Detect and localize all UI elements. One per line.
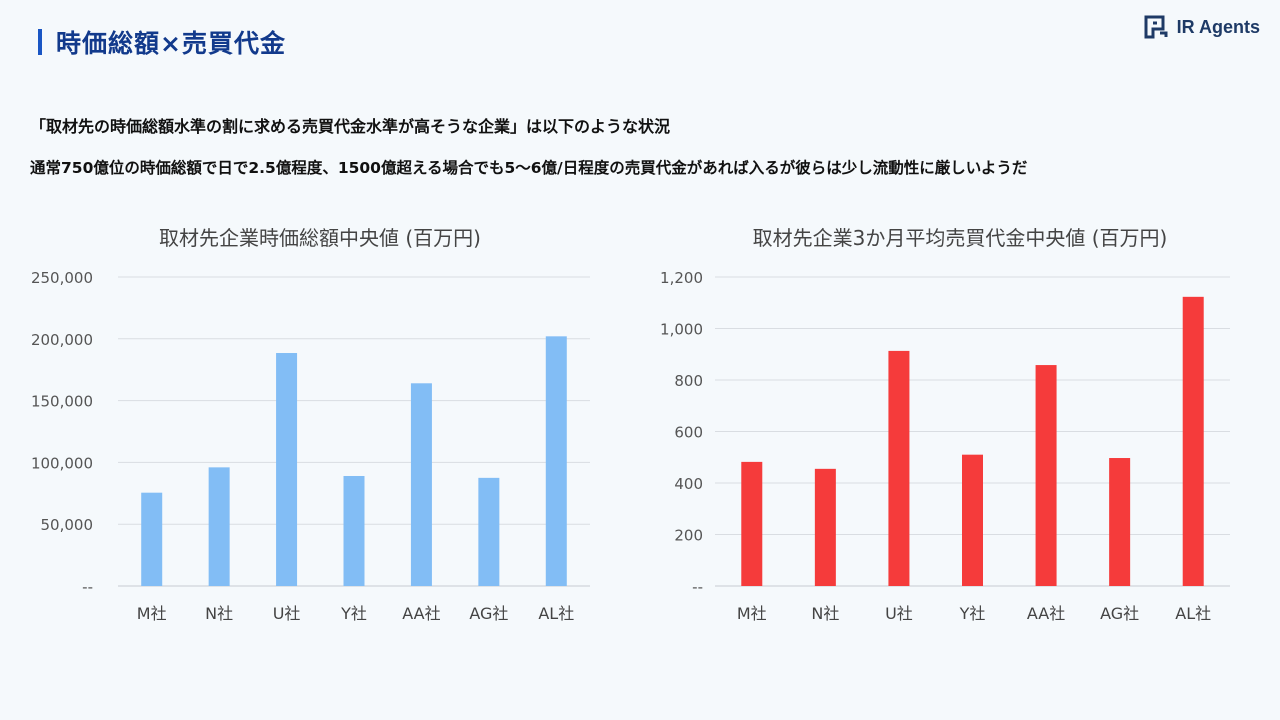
market-cap-bar	[410, 383, 432, 586]
trading-value-chart-title: 取材先企業3か月平均売買代金中央値 (百万円)	[752, 226, 1168, 250]
description-line-1: 「取材先の時価総額水準の割に求める売買代金水準が高そうな企業」は以下のような状況	[30, 117, 671, 136]
trading-value-x-tick-label: U社	[885, 604, 913, 623]
trading-value-x-tick-label: AA社	[1027, 604, 1065, 623]
trading-value-y-tick-label: 200	[674, 527, 703, 545]
trading-value-y-tick-label: 400	[674, 475, 703, 493]
market-cap-x-tick-label: U社	[273, 604, 301, 623]
page-title: 時価総額×売買代金	[56, 29, 286, 58]
market-cap-chart-title: 取材先企業時価総額中央値 (百万円)	[159, 226, 481, 250]
market-cap-x-tick-label: AA社	[402, 604, 440, 623]
page-header: 時価総額×売買代金	[38, 24, 286, 60]
market-cap-bar	[343, 475, 365, 586]
market-cap-bar	[478, 477, 500, 586]
trading-value-y-tick-label: --	[692, 578, 703, 596]
market-cap-x-tick-label: AL社	[538, 604, 574, 623]
market-cap-bar	[545, 336, 567, 586]
trading-value-x-tick-label: N社	[811, 604, 839, 623]
market-cap-y-tick-label: 200,000	[31, 331, 93, 349]
market-cap-x-tick-label: M社	[137, 604, 167, 623]
market-cap-bar	[276, 353, 298, 586]
trading-value-y-tick-label: 600	[674, 424, 703, 442]
trading-value-bar	[741, 461, 763, 586]
trading-value-y-tick-label: 800	[674, 372, 703, 390]
trading-value-x-tick-label: AL社	[1175, 604, 1211, 623]
market-cap-y-tick-label: 250,000	[31, 269, 93, 287]
trading-value-x-tick-label: AG社	[1100, 604, 1139, 623]
market-cap-y-tick-label: --	[82, 578, 93, 596]
trading-value-y-tick-label: 1,200	[660, 269, 703, 287]
market-cap-bar	[208, 467, 230, 586]
trading-value-chart: 取材先企業3か月平均売買代金中央値 (百万円) -- 200 400 600 800 1,…	[660, 222, 1260, 642]
trading-value-bar	[888, 350, 910, 586]
description-line-2: 通常750億位の時価総額で日で2.5億程度、1500億超える場合でも5～6億/日…	[30, 159, 1028, 177]
market-cap-y-tick-label: 50,000	[41, 516, 94, 534]
trading-value-bar	[1182, 296, 1204, 586]
market-cap-x-tick-label: Y社	[340, 604, 367, 623]
trading-value-y-tick-label: 1,000	[660, 321, 703, 339]
trading-value-bar	[962, 454, 983, 586]
logo-text: IR Agents	[1176, 16, 1260, 37]
market-cap-x-tick-label: N社	[205, 604, 233, 623]
trading-value-bar	[1109, 458, 1131, 586]
company-logo: IR Agents	[1143, 14, 1260, 40]
market-cap-bar	[141, 492, 163, 586]
trading-value-bar	[1035, 365, 1057, 586]
market-cap-y-tick-label: 150,000	[31, 393, 93, 411]
trading-value-bar	[814, 468, 836, 586]
trading-value-chart-plot: -- 200 400 600 800 1,000 1,200 M社 N社 U社 Y社 AA社 AG社 AL…	[660, 269, 1230, 623]
trading-value-x-tick-label: Y社	[959, 604, 986, 623]
logo-mark-icon	[1144, 15, 1168, 39]
market-cap-chart-plot: -- 50,000 100,000 150,000 200,000 250,000 M社 N社…	[31, 269, 590, 623]
market-cap-x-tick-label: AG社	[469, 604, 508, 623]
market-cap-chart: 取材先企業時価総額中央値 (百万円) -- 50,000 100,000 150,00…	[20, 222, 620, 642]
market-cap-y-tick-label: 100,000	[31, 454, 93, 472]
title-accent-bar	[38, 29, 42, 55]
trading-value-x-tick-label: M社	[737, 604, 767, 623]
